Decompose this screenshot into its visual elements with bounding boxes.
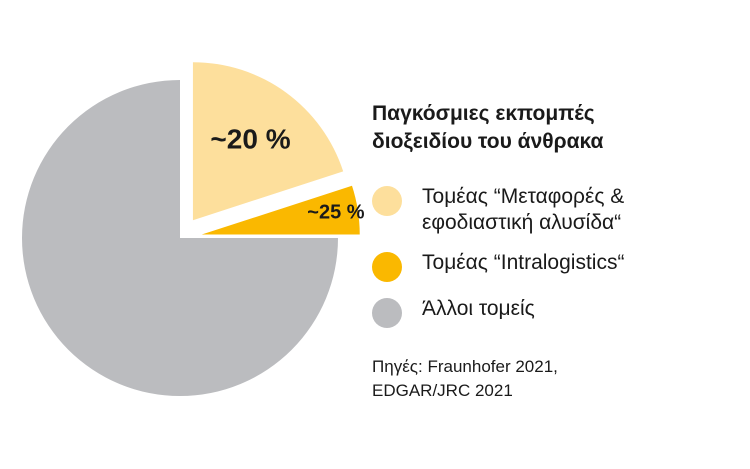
legend-label-transport-line-1: Τομέας “Μεταφορές & [422, 185, 625, 208]
legend-swatch-transport [372, 186, 402, 216]
pie-slice-intralogistics [201, 185, 360, 235]
legend-label-other: Άλλοι τομείς [422, 296, 535, 322]
source-line-1: Πηγές: Fraunhofer 2021, [372, 357, 558, 376]
legend-item-transport: Τομέας “Μεταφορές & εφοδιαστική αλυσίδα“ [372, 184, 742, 236]
legend-label-intralogistics: Τομέας “Intralogistics“ [422, 250, 624, 276]
legend-label-intralogistics-line-1: Τομέας “Intralogistics“ [422, 251, 625, 274]
source-line-2: EDGAR/JRC 2021 [372, 381, 513, 400]
chart-title-line-2: διοξειδίου του άνθρακα [372, 130, 604, 153]
legend-label-transport-line-2: εφοδιαστική αλυσίδα“ [422, 211, 622, 234]
source-note: Πηγές: Fraunhofer 2021, EDGAR/JRC 2021 [372, 355, 558, 403]
pie-label-intralogistics: ~25 % [307, 202, 364, 224]
legend-label-transport: Τομέας “Μεταφορές & εφοδιαστική αλυσίδα“ [422, 184, 624, 236]
legend-item-other: Άλλοι τομείς [372, 296, 742, 328]
chart-title-line-1: Παγκόσμιες εκπομπές [372, 102, 595, 125]
chart-title: Παγκόσμιες εκπομπές διοξειδίου του άνθρα… [372, 100, 742, 156]
legend-swatch-intralogistics [372, 252, 402, 282]
pie-chart: ~20 % ~25 % [22, 62, 365, 396]
pie-label-transport: ~20 % [210, 123, 290, 154]
legend-item-intralogistics: Τομέας “Intralogistics“ [372, 250, 742, 282]
pie-slice-other [22, 80, 338, 396]
legend: Παγκόσμιες εκπομπές διοξειδίου του άνθρα… [372, 100, 742, 342]
legend-swatch-other [372, 298, 402, 328]
legend-label-other-line-1: Άλλοι τομείς [422, 297, 535, 320]
pie-slice-transport [192, 62, 344, 221]
